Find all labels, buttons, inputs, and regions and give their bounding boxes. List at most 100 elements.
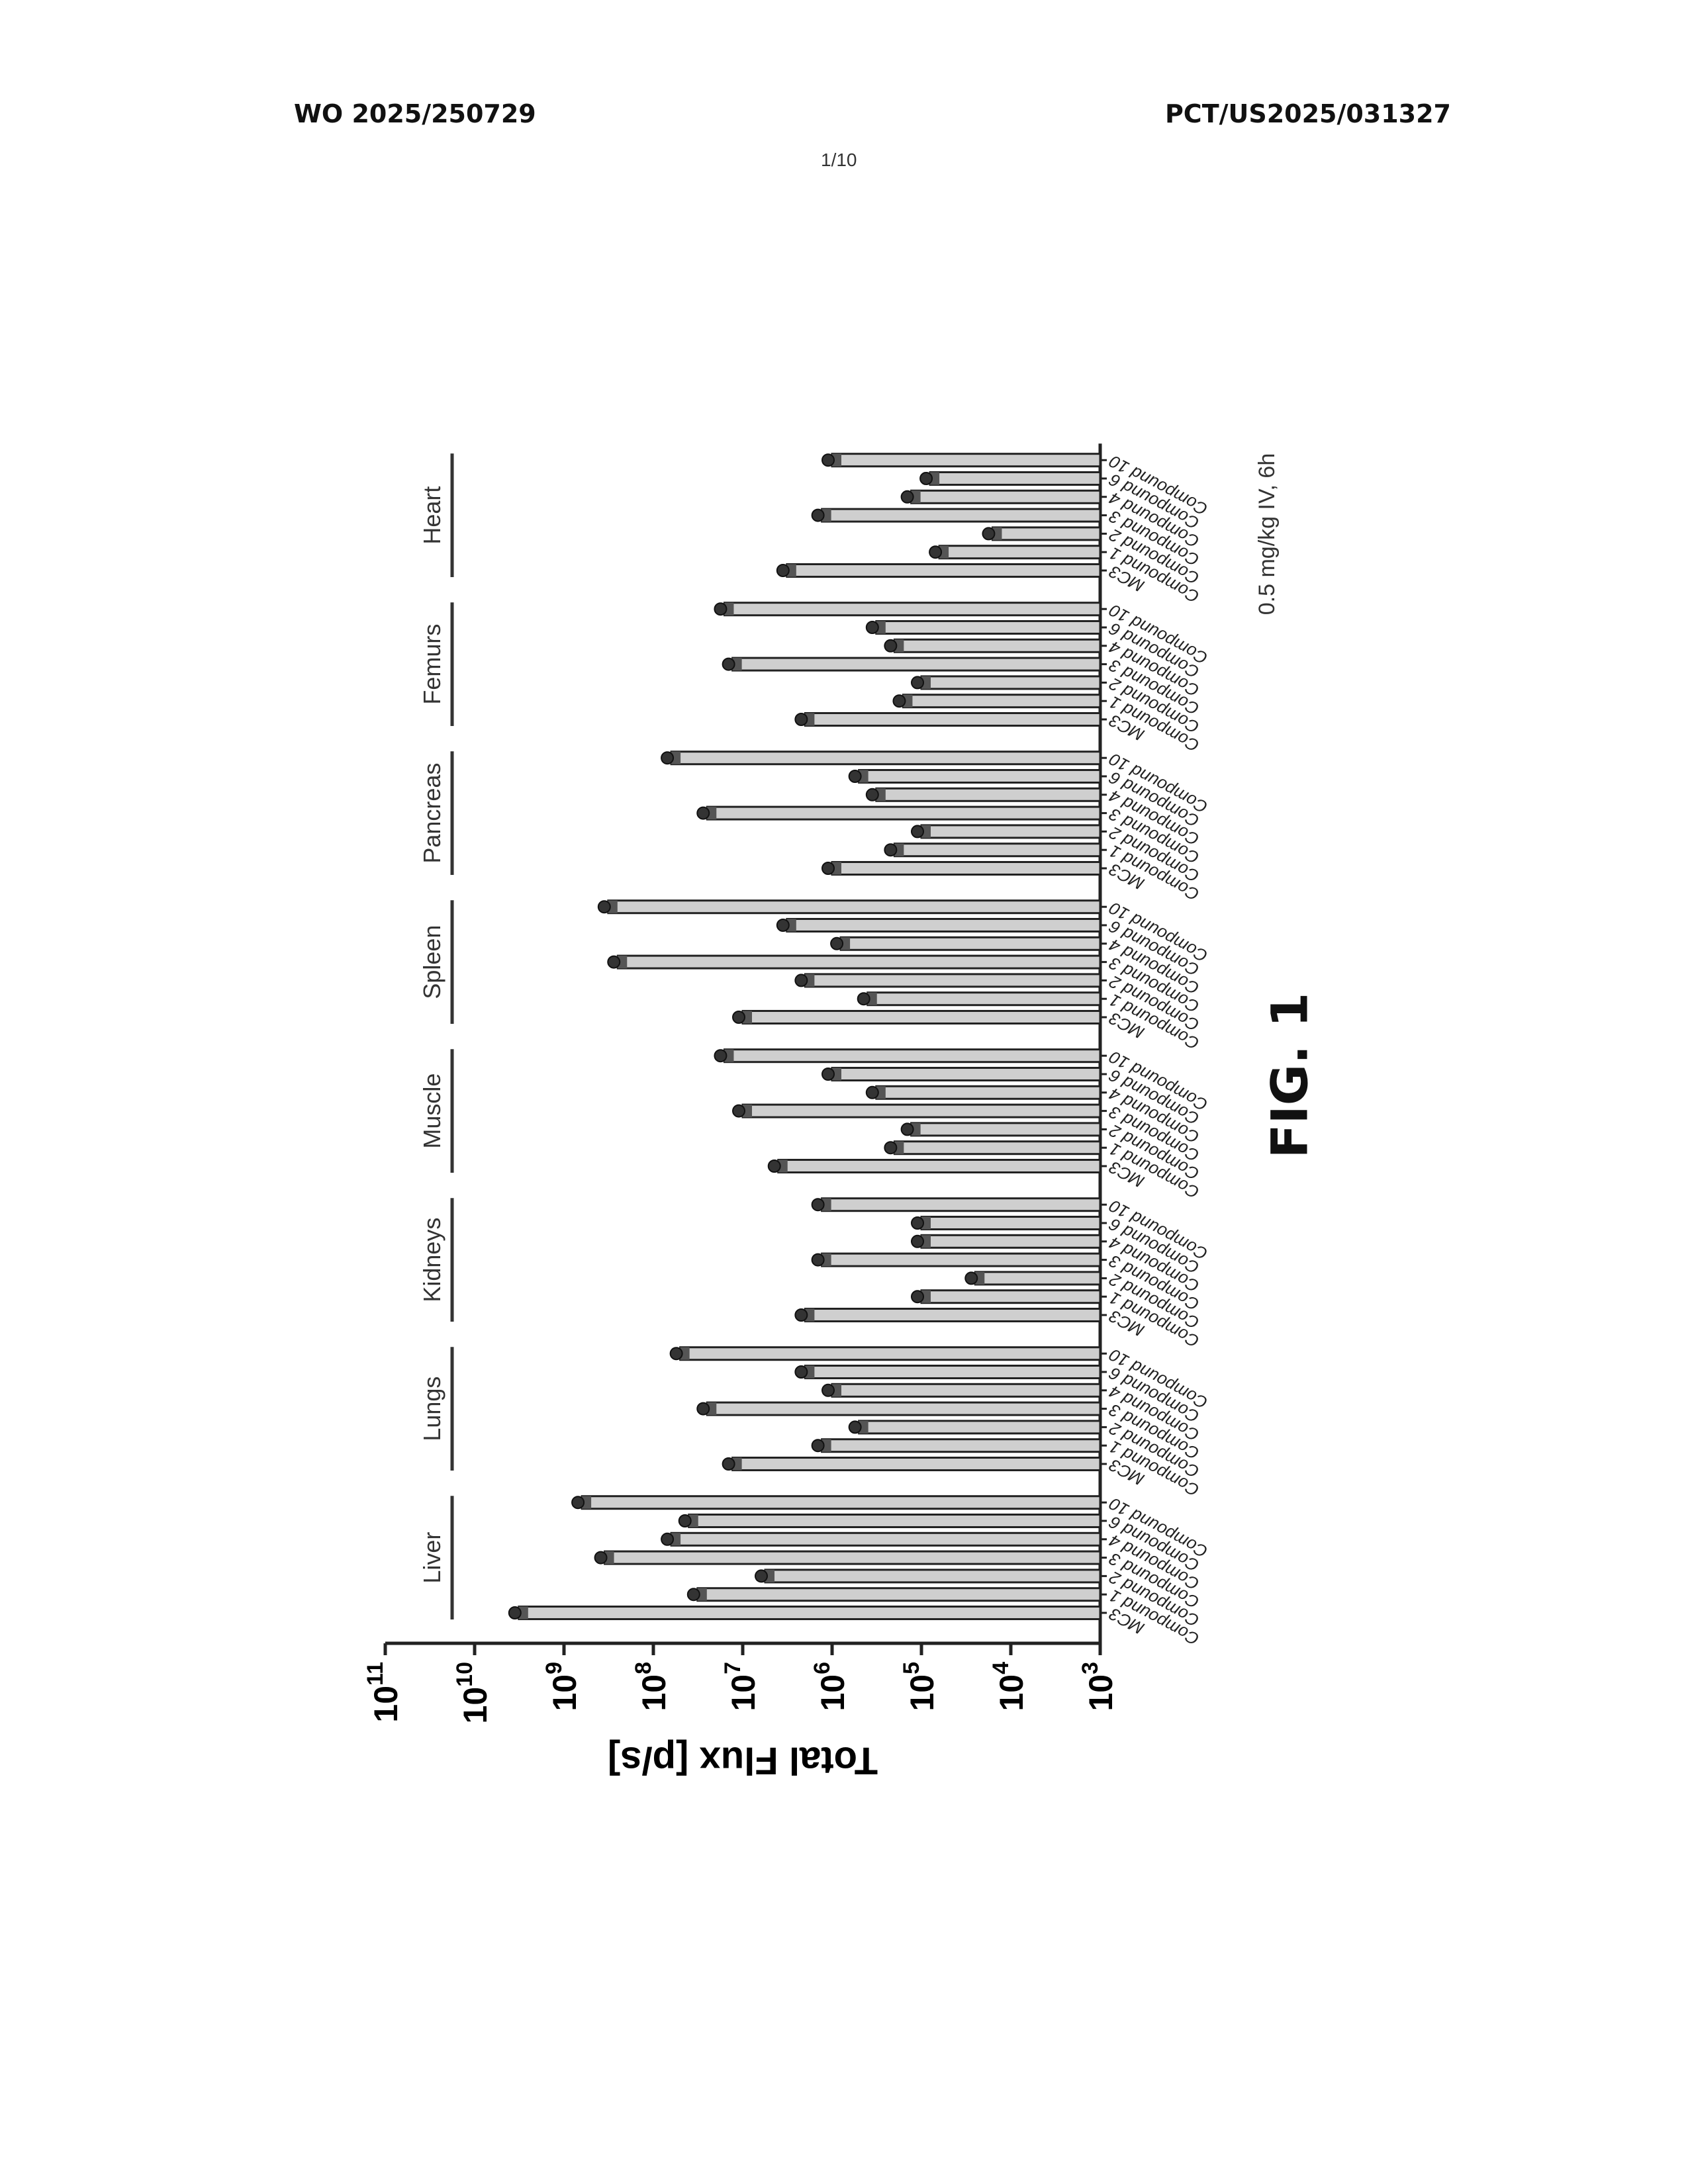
bar-pancreas-3 [707, 807, 1100, 819]
data-point [822, 1068, 834, 1080]
data-point [595, 1552, 607, 1564]
bar-kidneys-0 [805, 1309, 1100, 1322]
bar-kidneys-6 [822, 1199, 1100, 1211]
data-point [982, 527, 994, 539]
y-tick-label: 103 [1078, 1662, 1119, 1711]
y-tick-label: 1010 [452, 1662, 494, 1723]
chart: 10310410510610710810910101011 LiverMC3Co… [344, 424, 1304, 1846]
group-label-kidneys: Kidneys [418, 1218, 445, 1302]
bar-heart-2 [992, 527, 1100, 540]
bar-muscle-2 [912, 1123, 1100, 1136]
data-point [714, 1050, 726, 1062]
data-point [697, 807, 709, 819]
bar-muscle-4 [876, 1086, 1100, 1099]
data-point [697, 1403, 709, 1415]
data-point [733, 1105, 745, 1117]
data-point [661, 752, 673, 764]
bar-lungs-2 [859, 1421, 1100, 1433]
bar-pancreas-1 [894, 844, 1100, 856]
bar-liver-3 [605, 1551, 1100, 1564]
data-point [884, 640, 896, 652]
bar-heart-6 [832, 454, 1100, 467]
bar-muscle-0 [778, 1160, 1100, 1173]
bar-lungs-5 [805, 1366, 1100, 1379]
data-point [902, 491, 914, 503]
data-point [671, 1347, 682, 1359]
data-point [912, 1291, 923, 1302]
y-axis-label: Total Flux [p/s] [608, 1739, 878, 1782]
bar-muscle-5 [832, 1068, 1100, 1081]
data-point [812, 1439, 824, 1451]
bar-liver-1 [698, 1588, 1100, 1601]
bar-femurs-5 [876, 621, 1100, 634]
bar-heart-0 [787, 565, 1100, 577]
bar-liver-2 [765, 1570, 1100, 1582]
data-point [795, 1309, 807, 1321]
bar-femurs-3 [733, 658, 1100, 670]
group-label-pancreas: Pancreas [418, 763, 445, 864]
bar-pancreas-0 [832, 862, 1100, 875]
data-point [795, 713, 807, 725]
bar-heart-1 [939, 546, 1100, 559]
data-point [867, 789, 878, 801]
bar-femurs-6 [724, 603, 1100, 615]
y-tick-label: 108 [631, 1662, 673, 1711]
bar-heart-5 [930, 473, 1100, 485]
data-point [777, 919, 789, 931]
data-point [795, 1366, 807, 1378]
data-point [812, 1199, 824, 1210]
data-point [902, 1123, 914, 1135]
group-label-muscle: Muscle [418, 1073, 445, 1149]
data-point [755, 1570, 767, 1582]
bar-kidneys-4 [921, 1235, 1100, 1248]
y-tick-label: 106 [810, 1662, 851, 1711]
bar-lungs-1 [822, 1439, 1100, 1452]
data-point [893, 695, 905, 707]
data-point [812, 510, 824, 522]
bar-kidneys-3 [822, 1253, 1100, 1266]
data-point [777, 565, 789, 576]
data-point [598, 901, 610, 913]
bar-kidneys-5 [921, 1217, 1100, 1230]
data-point [849, 770, 861, 782]
bar-kidneys-2 [975, 1272, 1100, 1285]
bar-femurs-2 [921, 676, 1100, 689]
bar-lungs-0 [733, 1458, 1100, 1471]
y-tick-label: 1011 [363, 1662, 404, 1723]
bar-lungs-4 [832, 1384, 1100, 1396]
bars [509, 454, 1100, 1619]
group-label-liver: Liver [418, 1532, 445, 1584]
bar-muscle-6 [724, 1050, 1100, 1062]
data-point [912, 1236, 923, 1248]
bar-femurs-0 [805, 713, 1100, 726]
data-point [867, 1087, 878, 1099]
bar-liver-6 [582, 1496, 1100, 1509]
data-point [965, 1272, 977, 1284]
bar-chart-svg: 10310410510610710810910101011 LiverMC3Co… [344, 424, 1304, 1846]
data-point [831, 938, 843, 950]
group-label-lungs: Lungs [418, 1377, 445, 1441]
bar-liver-5 [689, 1515, 1100, 1527]
data-point [723, 659, 735, 670]
data-point [912, 825, 923, 837]
data-point [509, 1607, 521, 1619]
axes: 10310410510610710810910101011 [363, 443, 1119, 1723]
data-point [920, 473, 932, 484]
data-point [714, 603, 726, 615]
figure-label: FIG. 1 [1260, 993, 1319, 1159]
data-point [769, 1160, 780, 1172]
data-point [608, 956, 620, 968]
data-point [929, 546, 941, 558]
bar-pancreas-4 [876, 788, 1100, 801]
application-number: PCT/US2025/031327 [1165, 99, 1451, 128]
data-point [884, 1142, 896, 1154]
data-point [679, 1515, 691, 1527]
bar-liver-4 [671, 1533, 1100, 1545]
data-point [822, 454, 834, 466]
bar-spleen-1 [868, 993, 1100, 1005]
bar-femurs-4 [894, 639, 1100, 652]
bar-kidneys-1 [921, 1291, 1100, 1303]
data-point [812, 1254, 824, 1266]
y-tick-label: 105 [899, 1662, 941, 1711]
data-point [867, 621, 878, 633]
